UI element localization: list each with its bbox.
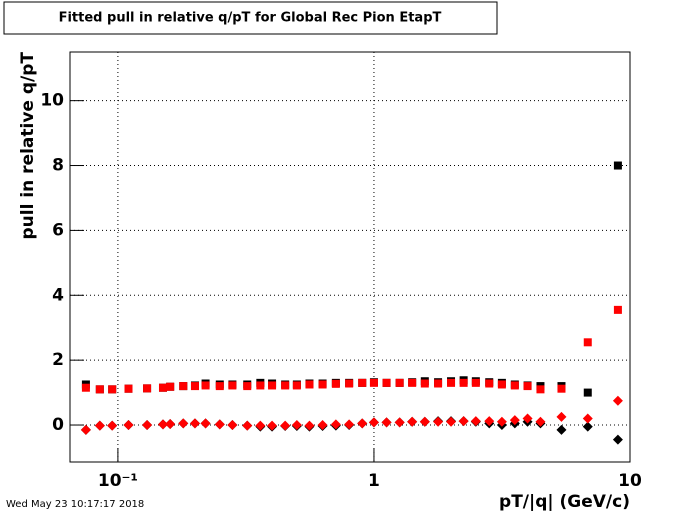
- diamond-marker: [535, 416, 546, 427]
- square-marker: [281, 381, 290, 390]
- square-marker: [395, 378, 404, 387]
- x-tick-label: 1: [368, 471, 380, 491]
- diamond-marker: [433, 416, 444, 427]
- square-marker: [408, 378, 417, 387]
- diamond-marker: [446, 416, 457, 427]
- square-marker: [190, 382, 199, 391]
- square-marker: [345, 379, 354, 388]
- square-marker: [471, 378, 480, 387]
- diamond-marker: [344, 419, 355, 430]
- y-axis-label: pull in relative q/pT: [18, 52, 38, 240]
- square-marker: [166, 382, 175, 391]
- diamond-marker: [470, 416, 481, 427]
- square-marker: [201, 381, 210, 390]
- diamond-marker: [227, 420, 238, 431]
- diamond-marker: [419, 416, 430, 427]
- square-marker: [124, 384, 133, 393]
- square-marker: [215, 382, 224, 391]
- square-marker: [369, 378, 378, 387]
- square-marker: [331, 379, 340, 388]
- diamond-marker: [612, 434, 623, 445]
- square-marker: [557, 384, 566, 393]
- plot-frame: [69, 51, 631, 463]
- x-tick-label: 10⁻¹: [98, 471, 138, 491]
- square-marker: [256, 381, 265, 390]
- square-marker: [583, 388, 592, 397]
- square-marker: [243, 382, 252, 391]
- diamond-marker: [123, 420, 134, 431]
- square-marker: [459, 378, 468, 387]
- square-marker: [613, 161, 622, 170]
- square-marker: [536, 385, 545, 394]
- square-marker: [95, 385, 104, 394]
- diamond-marker: [94, 420, 105, 431]
- diamond-marker: [214, 419, 225, 430]
- square-marker: [510, 381, 519, 390]
- square-marker: [108, 385, 117, 394]
- diamond-marker: [407, 416, 418, 427]
- diamond-marker: [255, 420, 266, 431]
- diamond-marker: [458, 416, 469, 427]
- x-axis-label: pT/|q| (GeV/c): [499, 492, 630, 512]
- x-tick-label: 10: [618, 471, 642, 491]
- title-box: [3, 1, 498, 35]
- diamond-marker: [142, 420, 153, 431]
- diamond-marker: [496, 416, 507, 427]
- diamond-marker: [200, 418, 211, 429]
- square-marker: [305, 380, 314, 389]
- diamond-marker: [582, 413, 593, 424]
- square-marker: [228, 381, 237, 390]
- diamond-marker: [381, 417, 392, 428]
- square-marker: [583, 338, 592, 347]
- diamond-marker: [280, 420, 291, 431]
- y-tick-label: 6: [52, 220, 64, 240]
- square-marker: [613, 305, 622, 314]
- square-marker: [143, 384, 152, 393]
- diamond-marker: [107, 420, 118, 431]
- diamond-marker: [291, 420, 302, 431]
- chart-title: Fitted pull in relative q/pT for Global …: [59, 11, 442, 26]
- diamond-marker: [556, 424, 567, 435]
- square-marker: [358, 378, 367, 387]
- y-tick-label: 4: [52, 285, 64, 305]
- diamond-marker: [317, 420, 328, 431]
- diamond-marker: [522, 413, 533, 424]
- diamond-marker: [165, 419, 176, 430]
- y-tick-label: 0: [52, 415, 64, 435]
- y-tick-label: 2: [52, 350, 64, 370]
- square-marker: [497, 380, 506, 389]
- diamond-marker: [242, 420, 253, 431]
- square-marker: [523, 382, 532, 391]
- square-marker: [179, 382, 188, 391]
- square-marker: [434, 379, 443, 388]
- square-marker: [292, 381, 301, 390]
- square-marker: [81, 383, 90, 392]
- diamond-marker: [189, 418, 200, 429]
- diamond-marker: [157, 419, 168, 430]
- square-marker: [485, 379, 494, 388]
- square-marker: [447, 378, 456, 387]
- y-tick-label: 8: [52, 156, 64, 176]
- diamond-marker: [357, 418, 368, 429]
- diamond-marker: [582, 421, 593, 432]
- diamond-marker: [484, 416, 495, 427]
- diamond-marker: [80, 424, 91, 435]
- square-marker: [420, 379, 429, 388]
- y-tick-label: 10: [40, 91, 64, 111]
- square-marker: [318, 380, 327, 389]
- square-marker: [158, 383, 167, 392]
- diamond-marker: [330, 419, 341, 430]
- diamond-marker: [368, 417, 379, 428]
- diamond-marker: [304, 420, 315, 431]
- square-marker: [268, 381, 277, 390]
- square-marker: [382, 378, 391, 387]
- diamond-marker: [267, 420, 278, 431]
- diamond-marker: [612, 395, 623, 406]
- diamond-marker: [509, 415, 520, 426]
- diamond-marker: [178, 418, 189, 429]
- diamond-marker: [394, 417, 405, 428]
- timestamp: Wed May 23 10:17:17 2018: [6, 499, 144, 510]
- diamond-marker: [556, 411, 567, 422]
